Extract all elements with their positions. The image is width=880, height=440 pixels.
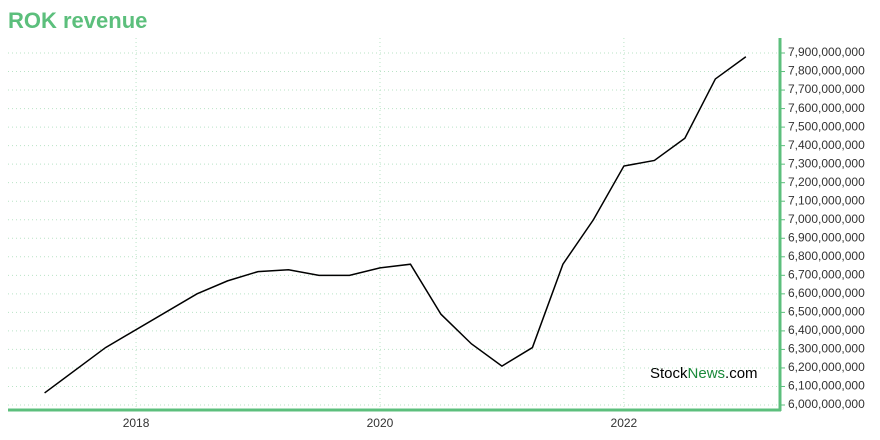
watermark-part: .com: [725, 365, 758, 382]
chart-title: ROK revenue: [8, 8, 147, 33]
line: [44, 56, 747, 394]
watermark-part: Stock: [650, 365, 688, 382]
y-tick-label: 6,900,000,000: [788, 230, 865, 244]
y-tick-label: 7,100,000,000: [788, 193, 865, 207]
y-tick-label: 7,500,000,000: [788, 119, 865, 133]
x-tick-label: 2018: [123, 416, 150, 430]
y-tick-label: 6,700,000,000: [788, 267, 865, 281]
y-tick-label: 6,300,000,000: [788, 342, 865, 356]
watermark: StockNews.com: [650, 365, 758, 382]
y-tick-label: 6,800,000,000: [788, 249, 865, 263]
y-tick-label: 7,000,000,000: [788, 212, 865, 226]
y-tick-label: 6,500,000,000: [788, 305, 865, 319]
y-tick-label: 6,400,000,000: [788, 323, 865, 337]
y-tick-label: 7,400,000,000: [788, 138, 865, 152]
x-tick-label: 2022: [611, 416, 638, 430]
y-tick-label: 7,600,000,000: [788, 101, 865, 115]
y-tick-label: 6,000,000,000: [788, 397, 865, 411]
watermark-part: News: [688, 365, 726, 382]
y-tick-label: 7,800,000,000: [788, 64, 865, 78]
y-tick-label: 7,900,000,000: [788, 45, 865, 59]
y-tick-label: 7,300,000,000: [788, 156, 865, 170]
y-tick-label: 6,600,000,000: [788, 286, 865, 300]
y-tick-label: 6,100,000,000: [788, 379, 865, 393]
y-tick-label: 7,200,000,000: [788, 175, 865, 189]
y-tick-label: 7,700,000,000: [788, 82, 865, 96]
x-tick-label: 2020: [367, 416, 394, 430]
y-tick-label: 6,200,000,000: [788, 360, 865, 374]
